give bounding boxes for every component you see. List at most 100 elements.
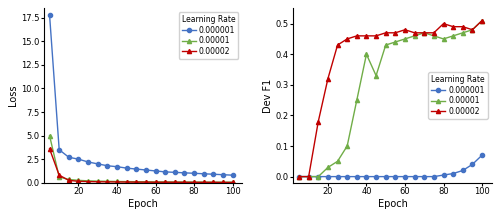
0.00002	[200, 181, 206, 184]
0.000001	[76, 158, 82, 160]
0.000001	[421, 175, 427, 178]
0.000001	[124, 167, 130, 169]
0.000001	[94, 163, 100, 165]
0.00002	[440, 22, 446, 25]
0.000001	[440, 174, 446, 176]
0.00001	[373, 74, 379, 77]
0.00001	[104, 180, 110, 183]
0.00002	[306, 175, 312, 178]
Line: 0.000001: 0.000001	[48, 13, 234, 177]
0.00002	[296, 175, 302, 178]
0.00002	[104, 181, 110, 183]
0.000001	[191, 172, 197, 175]
0.000001	[412, 175, 418, 178]
0.000001	[230, 174, 235, 176]
0.000001	[46, 14, 52, 16]
0.00001	[114, 180, 120, 183]
0.00001	[450, 35, 456, 37]
0.00001	[382, 44, 388, 46]
0.000001	[143, 169, 149, 171]
0.00001	[210, 181, 216, 183]
0.000001	[134, 168, 140, 170]
0.00001	[46, 134, 52, 137]
0.00002	[382, 31, 388, 34]
0.00002	[210, 181, 216, 184]
0.00002	[172, 181, 178, 184]
0.00001	[470, 28, 476, 31]
0.00002	[334, 44, 340, 46]
0.000001	[296, 175, 302, 178]
0.000001	[152, 170, 158, 172]
0.000001	[210, 173, 216, 176]
0.00001	[220, 181, 226, 183]
0.00002	[191, 181, 197, 184]
Line: 0.00002: 0.00002	[297, 18, 484, 179]
0.00001	[172, 181, 178, 183]
0.00002	[220, 181, 226, 184]
Legend: 0.000001, 0.00001, 0.00002: 0.000001, 0.00001, 0.00002	[178, 12, 238, 59]
Y-axis label: Loss: Loss	[8, 85, 18, 106]
0.00001	[296, 175, 302, 178]
0.000001	[431, 175, 437, 178]
0.00001	[191, 181, 197, 183]
0.00002	[373, 35, 379, 37]
0.00002	[431, 31, 437, 34]
0.00001	[364, 53, 370, 56]
0.00002	[460, 25, 466, 28]
0.00002	[479, 19, 485, 22]
0.00001	[334, 160, 340, 163]
0.00001	[325, 166, 331, 169]
0.00001	[392, 41, 398, 43]
0.00002	[230, 181, 235, 184]
0.000001	[354, 175, 360, 178]
0.00002	[162, 181, 168, 184]
0.000001	[460, 169, 466, 172]
0.00001	[85, 179, 91, 182]
0.00001	[143, 181, 149, 183]
0.00002	[421, 31, 427, 34]
0.000001	[114, 165, 120, 168]
0.00002	[450, 25, 456, 28]
0.000001	[450, 172, 456, 175]
0.00001	[431, 35, 437, 37]
0.00002	[134, 181, 140, 183]
0.00002	[124, 181, 130, 183]
0.00001	[460, 31, 466, 34]
0.00001	[134, 180, 140, 183]
0.00002	[392, 31, 398, 34]
X-axis label: Epoch: Epoch	[128, 199, 158, 209]
0.00001	[124, 180, 130, 183]
0.000001	[402, 175, 408, 178]
0.000001	[382, 175, 388, 178]
0.00002	[114, 181, 120, 183]
0.000001	[470, 163, 476, 166]
0.00002	[344, 38, 350, 40]
0.00001	[421, 31, 427, 34]
0.00002	[402, 28, 408, 31]
0.00002	[46, 148, 52, 150]
0.000001	[182, 171, 188, 174]
0.000001	[392, 175, 398, 178]
0.00001	[162, 181, 168, 183]
Line: 0.00002: 0.00002	[48, 147, 234, 184]
0.00002	[364, 35, 370, 37]
X-axis label: Epoch: Epoch	[378, 199, 408, 209]
0.00001	[66, 178, 72, 181]
0.00001	[230, 181, 235, 183]
0.00001	[479, 19, 485, 22]
0.00002	[152, 181, 158, 184]
0.00002	[325, 77, 331, 80]
Legend: 0.000001, 0.00001, 0.00002: 0.000001, 0.00001, 0.00002	[428, 72, 488, 119]
0.000001	[162, 171, 168, 173]
0.000001	[316, 175, 322, 178]
0.000001	[364, 175, 370, 178]
0.00002	[412, 31, 418, 34]
0.000001	[325, 175, 331, 178]
0.00002	[76, 180, 82, 183]
0.000001	[56, 148, 62, 151]
0.00002	[316, 120, 322, 123]
0.00001	[354, 99, 360, 101]
0.00001	[440, 38, 446, 40]
0.000001	[334, 175, 340, 178]
0.00001	[344, 145, 350, 147]
